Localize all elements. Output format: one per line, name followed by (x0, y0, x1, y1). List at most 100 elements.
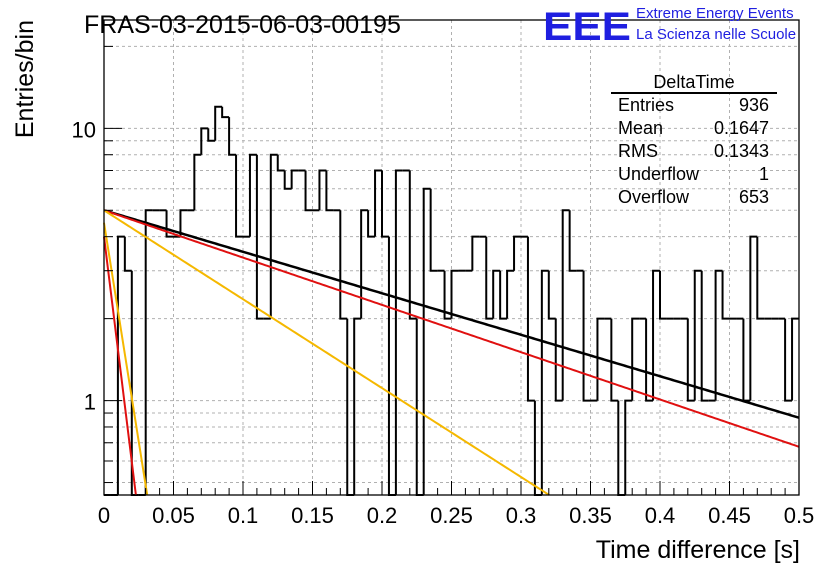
histogram-bin (540, 269, 549, 495)
histogram-bin (791, 317, 799, 401)
tick-labels: 0 0.05 0.1 0.15 0.2 0.25 0.3 0.35 0.4 0.45 0.5 1 10 (72, 117, 815, 528)
histogram-bin (346, 318, 355, 496)
x-tick-label: 0.4 (645, 503, 676, 528)
x-tick-label: 0.2 (367, 503, 398, 528)
histogram-bin (290, 169, 299, 189)
histogram-bin (228, 117, 237, 156)
histogram-bin (610, 318, 619, 402)
histogram-bin (387, 236, 396, 496)
logo-line-1: Extreme Energy Events (636, 5, 794, 22)
stats-label-overflow: Overflow (618, 187, 690, 207)
histogram-bin (207, 128, 216, 142)
histogram-bin (756, 236, 765, 320)
histogram-bin (645, 318, 654, 402)
histogram-bin (596, 317, 605, 401)
histogram-bin (235, 154, 243, 238)
histogram-bin (686, 318, 695, 402)
x-tick-label: 0.1 (228, 503, 259, 528)
histogram-bin (471, 235, 480, 271)
histogram-bin (318, 169, 327, 211)
histogram-bin (485, 236, 494, 320)
stats-label-entries: Entries (618, 95, 674, 115)
x-tick-label: 0.25 (430, 503, 473, 528)
histogram-bin (214, 105, 223, 141)
histogram-bin (526, 236, 535, 402)
histogram-bin (784, 318, 793, 402)
chart-title: FRAS-03-2015-06-03-00195 (84, 11, 401, 39)
histogram-bin (123, 236, 132, 272)
histogram-bin (721, 270, 730, 320)
fit-curve-red (103, 236, 137, 496)
x-tick-label: 0.05 (152, 503, 195, 528)
histogram-bin (304, 170, 313, 212)
histogram-bin (631, 317, 640, 401)
histogram-bin (533, 400, 542, 496)
x-tick-label: 0 (98, 503, 110, 528)
histogram-bin (165, 210, 174, 238)
histogram-bin (443, 270, 452, 320)
fit-curve-red (103, 209, 800, 448)
ticks (103, 45, 800, 495)
stats-value-underflow: 1 (759, 164, 769, 184)
histogram-bin (693, 269, 702, 401)
histogram-bin (561, 209, 570, 401)
histogram-bin (367, 210, 376, 238)
stats-value-mean: 0.1647 (714, 118, 769, 138)
y-tick-label: 1 (84, 390, 96, 415)
histogram-bin (700, 270, 709, 402)
histogram-bin (394, 169, 403, 495)
x-tick-label: 0.15 (291, 503, 334, 528)
stats-box: DeltaTime Entries 936 Mean 0.1647 RMS 0.… (611, 72, 777, 207)
histogram-bin (492, 269, 501, 319)
y-axis-label: Entries/bin (11, 20, 39, 138)
histogram-bin (513, 235, 521, 271)
histogram-bin (116, 235, 125, 495)
fit-curve-yellow (103, 222, 149, 496)
histogram-bin (624, 399, 633, 495)
histogram-bin (144, 209, 153, 495)
histogram-bin (408, 170, 417, 320)
histogram-bin (652, 269, 660, 401)
histogram-bin (360, 209, 369, 319)
histogram-bin (749, 235, 758, 401)
histogram-bin (429, 188, 438, 272)
stats-value-rms: 0.1343 (714, 141, 769, 161)
stats-title: DeltaTime (653, 72, 734, 92)
histogram-bin (255, 154, 264, 320)
histogram-bin (554, 318, 563, 402)
histogram-bin (450, 269, 459, 319)
stats-value-overflow: 653 (739, 187, 769, 207)
histogram-bin (339, 210, 348, 320)
histogram-bin (381, 170, 389, 238)
fit-curves (103, 209, 800, 496)
fit-curve-black (103, 209, 800, 419)
histogram-bin (422, 187, 431, 495)
histogram-bin (742, 318, 751, 402)
histogram-bin (200, 127, 209, 155)
histogram-bin (353, 317, 362, 495)
histogram-bin (714, 269, 723, 401)
histogram-bin (582, 270, 591, 402)
x-tick-label: 0.45 (708, 503, 751, 528)
stats-label-underflow: Underflow (618, 164, 700, 184)
histogram-bin (659, 270, 667, 320)
x-axis-label: Time difference [s] (596, 536, 800, 564)
histogram-bin (506, 269, 515, 319)
histogram-bin (415, 318, 424, 496)
x-tick-label: 0.3 (506, 503, 537, 528)
eee-logo: EEE (543, 5, 631, 49)
histogram-bin (499, 270, 508, 320)
histogram-bin (276, 154, 285, 172)
logo-line-2: La Scienza nelle Scuole (636, 26, 796, 43)
stats-value-entries: 936 (739, 95, 769, 115)
histogram-bin (248, 153, 257, 237)
histogram-bin (193, 153, 202, 211)
histogram-bin (617, 400, 626, 496)
fit-curve-yellow (103, 209, 550, 496)
histogram-bin (325, 170, 334, 212)
grid-lines (104, 20, 799, 495)
x-tick-label: 0.5 (784, 503, 815, 528)
histogram-bin (269, 153, 278, 319)
histogram-bin (179, 209, 188, 237)
